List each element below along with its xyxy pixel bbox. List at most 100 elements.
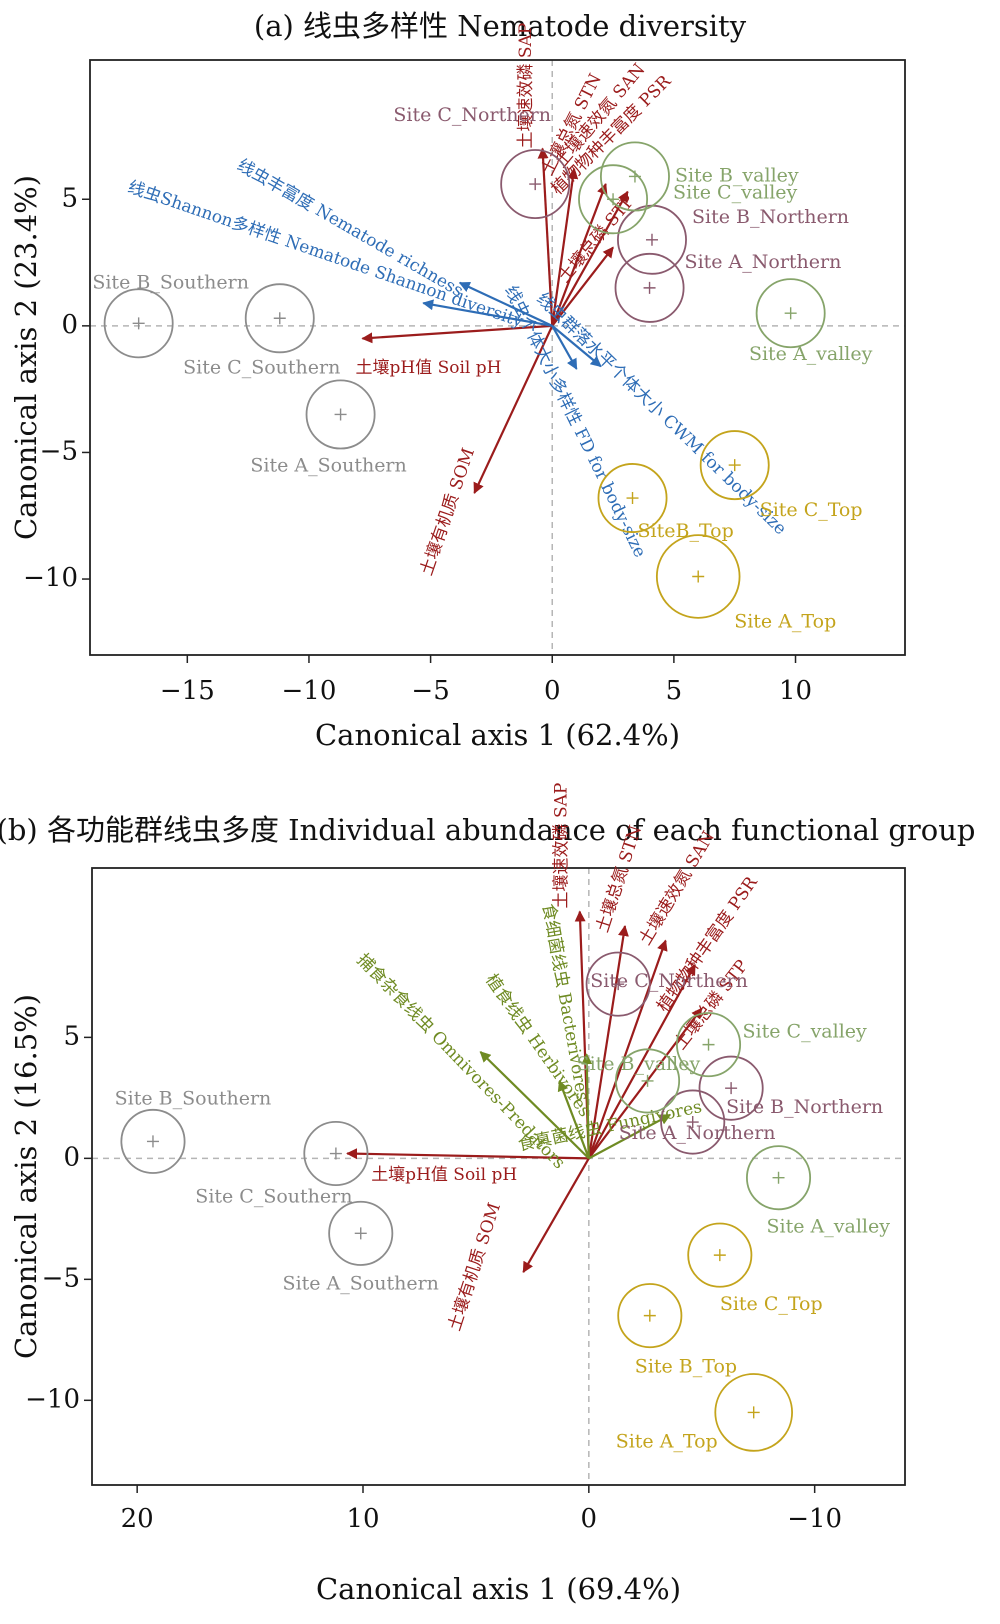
x-tick-label: −10: [282, 676, 337, 706]
site-center-marker: [713, 1249, 726, 1262]
site-circle: [103, 288, 174, 359]
site-circle: [599, 141, 670, 212]
site-circle: [614, 252, 685, 323]
site-center-marker: [146, 1135, 159, 1148]
vector-arrow: [587, 1007, 703, 1160]
vector-label: 土壤有机质 SOM: [444, 1200, 505, 1333]
site-circle: [617, 1283, 683, 1349]
vector-arrow: [588, 1113, 672, 1160]
vector-arrow: [346, 1148, 589, 1160]
site-circle: [687, 1222, 753, 1288]
site-circle: [746, 1145, 812, 1211]
plot-frame: [91, 867, 906, 1486]
vector-arrow: [551, 183, 608, 327]
vector-arrow: [479, 1051, 590, 1160]
site-circle: [660, 1089, 726, 1155]
vector-label: 土壤速效磷 SAP: [515, 23, 536, 149]
site-label: Site B_valley: [577, 1053, 701, 1075]
site-circle: [615, 1048, 681, 1114]
site-circle: [244, 283, 315, 354]
site-center-marker: [132, 317, 145, 330]
vector-arrow: [361, 324, 553, 344]
vector-arrow: [587, 939, 668, 1159]
site-circle: [699, 430, 770, 501]
site-circle: [305, 379, 376, 450]
x-axis-label: Canonical axis 1 (62.4%): [315, 718, 680, 752]
panel-a: (a) 线虫多样性 Nematode diversity −15 −10 −5 0 5 10…: [9, 9, 906, 752]
x-tick-label: 5: [666, 676, 683, 706]
site-center-marker: [692, 570, 705, 583]
site-circle: [597, 463, 668, 533]
site-label: Site C_Top: [760, 499, 863, 521]
vector-arrow: [522, 1157, 590, 1274]
site-center-marker: [626, 492, 639, 505]
vector-label: 线虫Shannon多样性 Nematode Shannon diversity: [125, 177, 526, 332]
site-center-marker: [273, 312, 286, 325]
vector-arrow: [551, 325, 602, 368]
site-center-marker: [607, 193, 620, 206]
y-tick-label: −10: [23, 563, 78, 593]
y-tick-label: −5: [40, 436, 78, 466]
plot-frame: [89, 59, 906, 656]
vector-arrow: [458, 281, 553, 327]
vector-arrow: [587, 963, 696, 1159]
site-label: Site B_Southern: [92, 271, 249, 293]
site-label: Site A_Southern: [283, 1272, 439, 1294]
x-tick-label: 10: [346, 1504, 379, 1534]
site-circle: [655, 534, 741, 619]
site-label: Site B_Top: [635, 1356, 737, 1378]
x-tick-label: 20: [121, 1504, 154, 1534]
vector-label: 土壤pH值 Soil pH: [371, 1164, 517, 1185]
site-label: Site A_Northern: [685, 251, 842, 273]
site-center-marker: [645, 233, 658, 246]
vector-arrow: [551, 167, 579, 327]
y-tick-label: 0: [63, 1142, 80, 1172]
site-center-marker: [612, 978, 625, 991]
site-label: Site A_Southern: [250, 454, 406, 476]
x-tick-label: 0: [544, 676, 561, 706]
x-tick-label: −5: [411, 676, 449, 706]
site-center-marker: [725, 1082, 738, 1095]
vector-arrow: [587, 924, 629, 1159]
site-label: Site C_Northern: [590, 970, 748, 992]
site-circle: [303, 1120, 369, 1187]
x-tick-label: −10: [787, 1504, 842, 1534]
vector-label: 土壤pH值 Soil pH: [355, 357, 501, 378]
y-tick-label: −10: [25, 1384, 80, 1414]
site-circle: [500, 149, 571, 220]
site-label: Site B_Northern: [726, 1096, 883, 1118]
vector-arrow: [581, 1053, 593, 1159]
site-label: Site C_Northern: [393, 104, 551, 126]
site-label: Site A_Top: [616, 1430, 718, 1452]
chart-title: (a) 线虫多样性 Nematode diversity: [254, 9, 747, 43]
panel-b: (b) 各功能群线虫多度 Individual abundance of eac…: [0, 783, 975, 1606]
site-center-marker: [529, 178, 542, 191]
site-label: Site C_valley: [743, 1021, 868, 1043]
site-label: Site B_Southern: [115, 1087, 272, 1109]
vector-arrow: [551, 190, 629, 327]
site-center-marker: [643, 1309, 656, 1322]
vector-arrow: [557, 1079, 590, 1159]
site-circle: [328, 1200, 394, 1266]
x-axis-label: Canonical axis 1 (69.4%): [316, 1572, 681, 1606]
site-center-marker: [772, 1171, 785, 1184]
site-center-marker: [747, 1406, 760, 1419]
x-tick-label: −15: [160, 676, 215, 706]
vector-label: 土壤总磷 STP: [554, 191, 639, 287]
site-label: Site B_Northern: [692, 206, 849, 228]
site-label: Site C_Southern: [195, 1186, 352, 1208]
site-center-marker: [334, 408, 347, 421]
vector-arrow: [473, 325, 554, 494]
site-circle: [755, 278, 826, 349]
site-circle: [585, 951, 651, 1017]
y-tick-label: −5: [42, 1263, 80, 1293]
site-circle: [698, 1055, 764, 1121]
y-tick-label: 5: [63, 1021, 80, 1051]
site-center-marker: [728, 459, 741, 472]
site-circle: [676, 1012, 742, 1078]
x-tick-label: 10: [779, 676, 812, 706]
vector-arrow: [551, 325, 578, 370]
site-label: Site B_valley: [675, 164, 799, 186]
y-tick-label: 0: [61, 310, 78, 340]
